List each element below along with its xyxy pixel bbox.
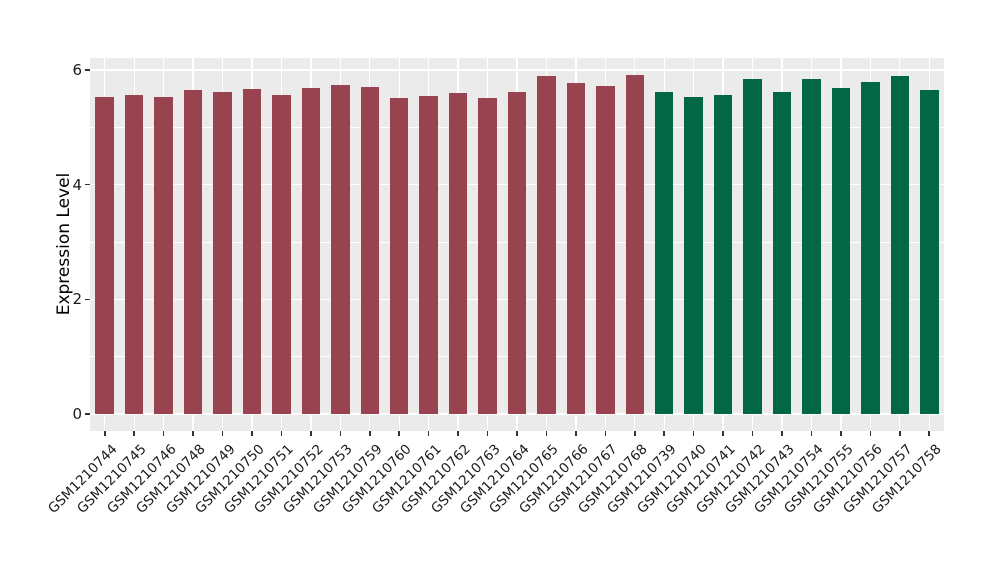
- x-tick-mark: [810, 431, 813, 436]
- bar-GSM1210743: [772, 92, 792, 414]
- bar-GSM1210756: [861, 82, 880, 414]
- y-tick-label: 4: [72, 175, 82, 194]
- bar-GSM1210760: [389, 97, 409, 414]
- bar-GSM1210762: [448, 92, 468, 414]
- bar-GSM1210759: [360, 87, 379, 414]
- x-tick-mark: [692, 431, 695, 436]
- x-tick-mark: [251, 431, 253, 436]
- plot-panel: [90, 58, 944, 431]
- x-tick-mark: [486, 431, 489, 436]
- bar-GSM1210741: [713, 94, 733, 414]
- bar-GSM1210740: [684, 96, 703, 414]
- x-tick-mark: [781, 431, 783, 436]
- x-tick-mark: [339, 431, 342, 436]
- x-tick-mark: [545, 431, 548, 436]
- x-tick-mark: [751, 431, 754, 436]
- x-tick-mark: [604, 431, 607, 436]
- y-tick-mark: [85, 69, 90, 71]
- x-tick-mark: [427, 431, 430, 436]
- bar-GSM1210745: [124, 94, 144, 414]
- x-tick-mark: [457, 431, 459, 436]
- x-tick-mark: [840, 431, 842, 436]
- bar-GSM1210764: [507, 91, 527, 414]
- x-tick-mark: [663, 431, 666, 436]
- bar-GSM1210768: [625, 74, 645, 414]
- x-tick-mark: [162, 431, 165, 436]
- bar-GSM1210739: [654, 91, 674, 414]
- bar-GSM1210754: [802, 78, 821, 414]
- x-tick-mark: [575, 431, 577, 436]
- bar-GSM1210750: [242, 88, 262, 414]
- x-tick-mark: [280, 431, 283, 436]
- bar-GSM1210763: [478, 98, 497, 414]
- y-tick-label: 6: [72, 61, 82, 80]
- x-tick-mark: [398, 431, 400, 436]
- bar-GSM1210753: [331, 84, 350, 414]
- bar-GSM1210749: [213, 91, 232, 414]
- x-tick-mark: [133, 431, 135, 436]
- y-tick-label: 0: [72, 405, 82, 423]
- x-tick-mark: [633, 431, 636, 436]
- x-tick-mark: [192, 431, 194, 436]
- bar-GSM1210742: [743, 79, 762, 414]
- bar-GSM1210758: [920, 89, 939, 414]
- x-tick-mark: [221, 431, 224, 436]
- x-tick-mark: [368, 431, 371, 436]
- y-tick-mark: [85, 413, 90, 415]
- y-tick-mark: [85, 298, 90, 301]
- bar-GSM1210767: [596, 86, 615, 414]
- bar-GSM1210757: [890, 75, 910, 414]
- bar-GSM1210761: [419, 95, 438, 414]
- bar-GSM1210752: [301, 88, 321, 414]
- x-tick-mark: [310, 431, 312, 436]
- bar-GSM1210751: [272, 94, 291, 414]
- bar-GSM1210765: [537, 75, 556, 414]
- x-tick-mark: [103, 431, 106, 436]
- y-tick-mark: [85, 183, 90, 186]
- y-tick-label: 2: [72, 290, 82, 309]
- x-tick-mark: [928, 431, 931, 436]
- bar-GSM1210744: [95, 96, 114, 414]
- x-tick-mark: [516, 431, 518, 436]
- bar-GSM1210766: [566, 83, 586, 414]
- bar-GSM1210746: [154, 96, 173, 414]
- x-tick-mark: [899, 431, 901, 436]
- bar-GSM1210755: [831, 88, 851, 414]
- x-tick-mark: [722, 431, 724, 436]
- x-tick-mark: [869, 431, 872, 436]
- bar-GSM1210748: [183, 90, 203, 414]
